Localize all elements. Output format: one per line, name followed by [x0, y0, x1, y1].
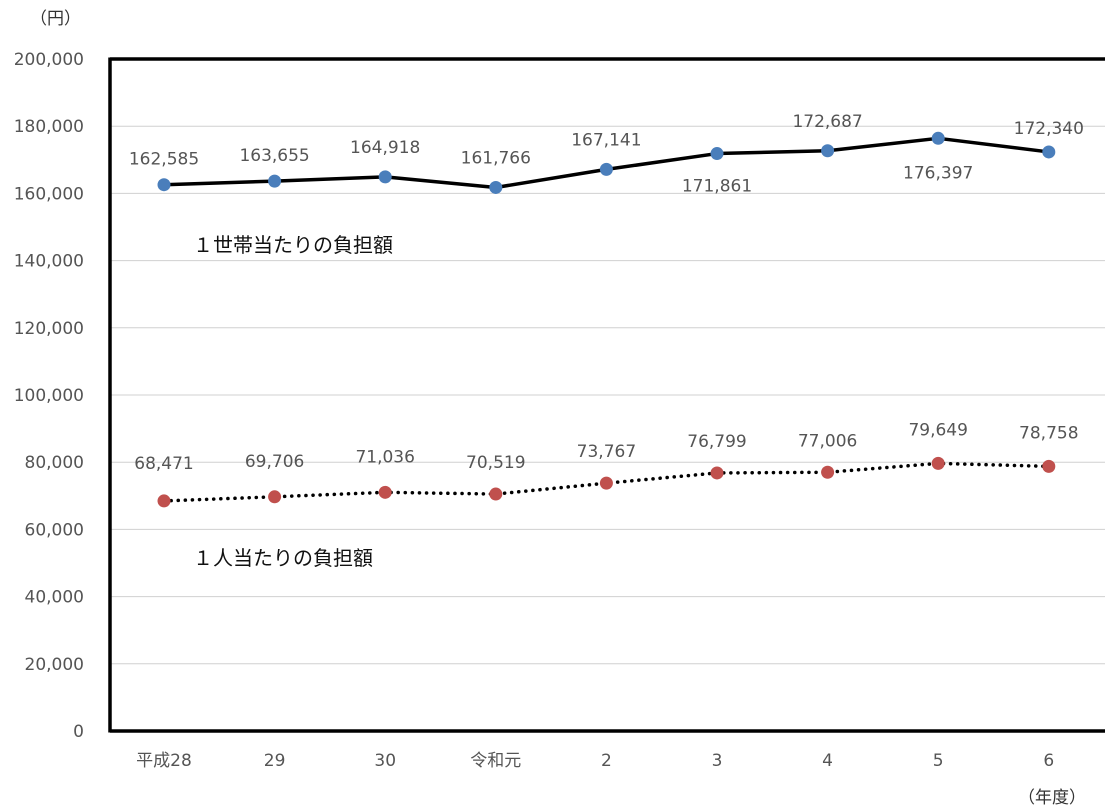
data-point: [931, 456, 945, 470]
data-label: 162,585: [129, 150, 199, 170]
data-label: 176,397: [903, 163, 973, 183]
x-tick-label: 6: [1043, 751, 1054, 771]
plot-frame: [108, 57, 1105, 733]
data-label: 172,687: [792, 112, 862, 132]
x-tick-label: 29: [264, 751, 286, 771]
series-markers: [157, 131, 1056, 508]
series-line-1: [162, 461, 1051, 503]
x-tick-label: 2: [601, 751, 612, 771]
y-tick-label: 40,000: [25, 588, 84, 608]
x-tick-label: 30: [374, 751, 396, 771]
y-axis-ticks: 0 20,000 40,000 60,000 80,000 100,000 120,000 1…: [14, 50, 84, 742]
data-label: 70,519: [466, 453, 525, 473]
data-point: [157, 494, 171, 508]
data-point: [378, 485, 392, 499]
x-tick-label: 令和元: [470, 751, 521, 771]
data-point: [931, 131, 945, 145]
data-point: [599, 162, 613, 176]
y-tick-label: 60,000: [25, 520, 84, 540]
y-tick-label: 160,000: [14, 184, 84, 204]
data-point: [489, 180, 503, 194]
x-tick-label: 3: [712, 751, 723, 771]
data-point: [1042, 459, 1056, 473]
data-label: 73,767: [577, 442, 636, 462]
y-tick-label: 80,000: [25, 453, 84, 473]
data-point: [821, 465, 835, 479]
data-label: 79,649: [908, 420, 967, 440]
x-unit-label: （年度）: [1018, 788, 1086, 808]
x-axis-ticks: 平成28 29 30 令和元 2 3 4 5 6: [136, 751, 1054, 771]
y-unit-label: （円）: [30, 9, 81, 29]
x-tick-label: 4: [822, 751, 833, 771]
y-tick-label: 180,000: [14, 117, 84, 137]
data-label: 172,340: [1014, 119, 1084, 139]
data-point: [378, 170, 392, 184]
x-tick-label: 5: [933, 751, 944, 771]
data-point: [710, 147, 724, 161]
data-point: [157, 178, 171, 192]
data-label: 171,861: [682, 177, 752, 197]
data-label: 78,758: [1019, 423, 1078, 443]
data-label: 76,799: [687, 432, 746, 452]
data-label: 69,706: [245, 452, 304, 472]
series-label-per-person: １人当たりの負担額: [193, 546, 373, 570]
data-point: [268, 174, 282, 188]
y-tick-label: 200,000: [14, 50, 84, 70]
data-labels: 162,585 163,655 164,918 161,766 167,141 171,8…: [129, 112, 1084, 474]
data-label: 167,141: [571, 130, 641, 150]
data-point: [821, 144, 835, 158]
data-label: 161,766: [461, 148, 531, 168]
data-label: 71,036: [355, 447, 414, 467]
y-tick-label: 100,000: [14, 386, 84, 406]
series-label-household: １世帯当たりの負担額: [193, 233, 393, 257]
data-label: 77,006: [798, 431, 857, 451]
y-tick-label: 20,000: [25, 655, 84, 675]
data-label: 164,918: [350, 138, 420, 158]
y-tick-label: 0: [73, 722, 84, 742]
data-point: [599, 476, 613, 490]
data-point: [268, 490, 282, 504]
data-point: [1042, 145, 1056, 159]
data-label: 68,471: [134, 454, 193, 474]
y-tick-label: 140,000: [14, 252, 84, 272]
data-point: [710, 466, 724, 480]
data-point: [489, 487, 503, 501]
x-tick-label: 平成28: [136, 751, 192, 771]
y-tick-label: 120,000: [14, 319, 84, 339]
data-label: 163,655: [239, 146, 309, 166]
